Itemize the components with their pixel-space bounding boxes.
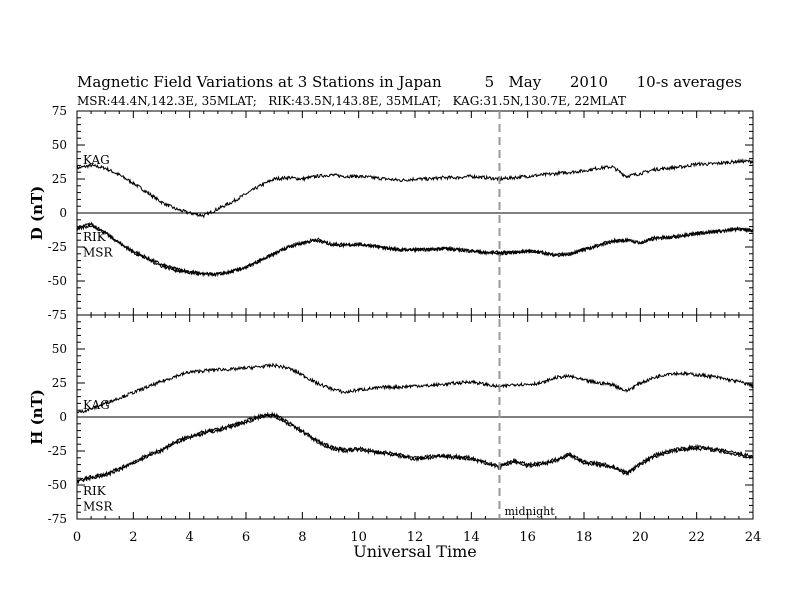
panel-h-label-kag: KAG: [83, 398, 110, 412]
panel-h-label-rik: RIK: [83, 484, 107, 498]
title-year: 2010: [569, 73, 609, 91]
panel-d-ytick-label: -25: [48, 240, 67, 254]
xaxis-label: Universal Time: [353, 542, 476, 561]
panel-d-label-rik: RIK: [83, 230, 107, 244]
panel-d-ytick-label: 75: [52, 104, 67, 118]
chart-subtitle: MSR:44.4N,142.3E, 35MLAT; RIK:43.5N,143.…: [77, 94, 626, 108]
panel-d-ytick-label: 50: [52, 138, 67, 152]
title-main: Magnetic Field Variations at 3 Stations …: [77, 73, 442, 91]
panel-h-series-kag: [76, 362, 754, 414]
panel-h-ytick-label: 50: [52, 342, 67, 356]
xtick-label: 12: [407, 530, 424, 545]
panel-d-ytick-label: 25: [52, 172, 67, 186]
xtick-label: 14: [463, 530, 480, 545]
panel-d-ytick-label: -50: [48, 274, 67, 288]
panel-d-series-msr: [76, 223, 754, 278]
panel-d-label-msr: MSR: [83, 245, 114, 259]
panel-h-ytick-label: -75: [48, 512, 67, 526]
panel-d-label-kag: KAG: [83, 153, 110, 167]
midnight-label: midnight: [505, 505, 556, 518]
xtick-label: 20: [632, 530, 649, 545]
xtick-label: 6: [242, 530, 250, 545]
xtick-label: 4: [186, 530, 194, 545]
panel-h-ylabel: H (nT): [28, 389, 46, 445]
xtick-label: 2: [129, 530, 137, 545]
panel-h-series-rik: [76, 411, 754, 482]
xtick-label: 24: [745, 530, 762, 545]
xtick-label: 10: [350, 530, 367, 545]
chart-title: Magnetic Field Variations at 3 Stations …: [77, 73, 742, 91]
panel-d-ytick-label: 0: [59, 206, 67, 220]
xtick-label: 8: [298, 530, 306, 545]
xtick-label: 0: [73, 530, 81, 545]
xtick-label: 22: [688, 530, 705, 545]
panel-h-ytick-label: 0: [59, 410, 67, 424]
panel-d-series-kag: [76, 157, 754, 219]
panel-h-ytick-label: -50: [48, 478, 67, 492]
panel-h-ytick-label: 25: [52, 376, 67, 390]
title-month: May: [508, 73, 542, 91]
xtick-label: 16: [519, 530, 536, 545]
title-sampling: 10-s averages: [636, 73, 742, 91]
panel-d-ylabel: D (nT): [28, 186, 46, 241]
xtick-label: 18: [576, 530, 593, 545]
title-day: 5: [484, 73, 495, 91]
panel-d-ytick-label: -75: [48, 308, 67, 322]
panel-h-ytick-label: -25: [48, 444, 67, 458]
panel-h-label-msr: MSR: [83, 499, 114, 513]
panel-h-series-msr: [76, 413, 754, 485]
